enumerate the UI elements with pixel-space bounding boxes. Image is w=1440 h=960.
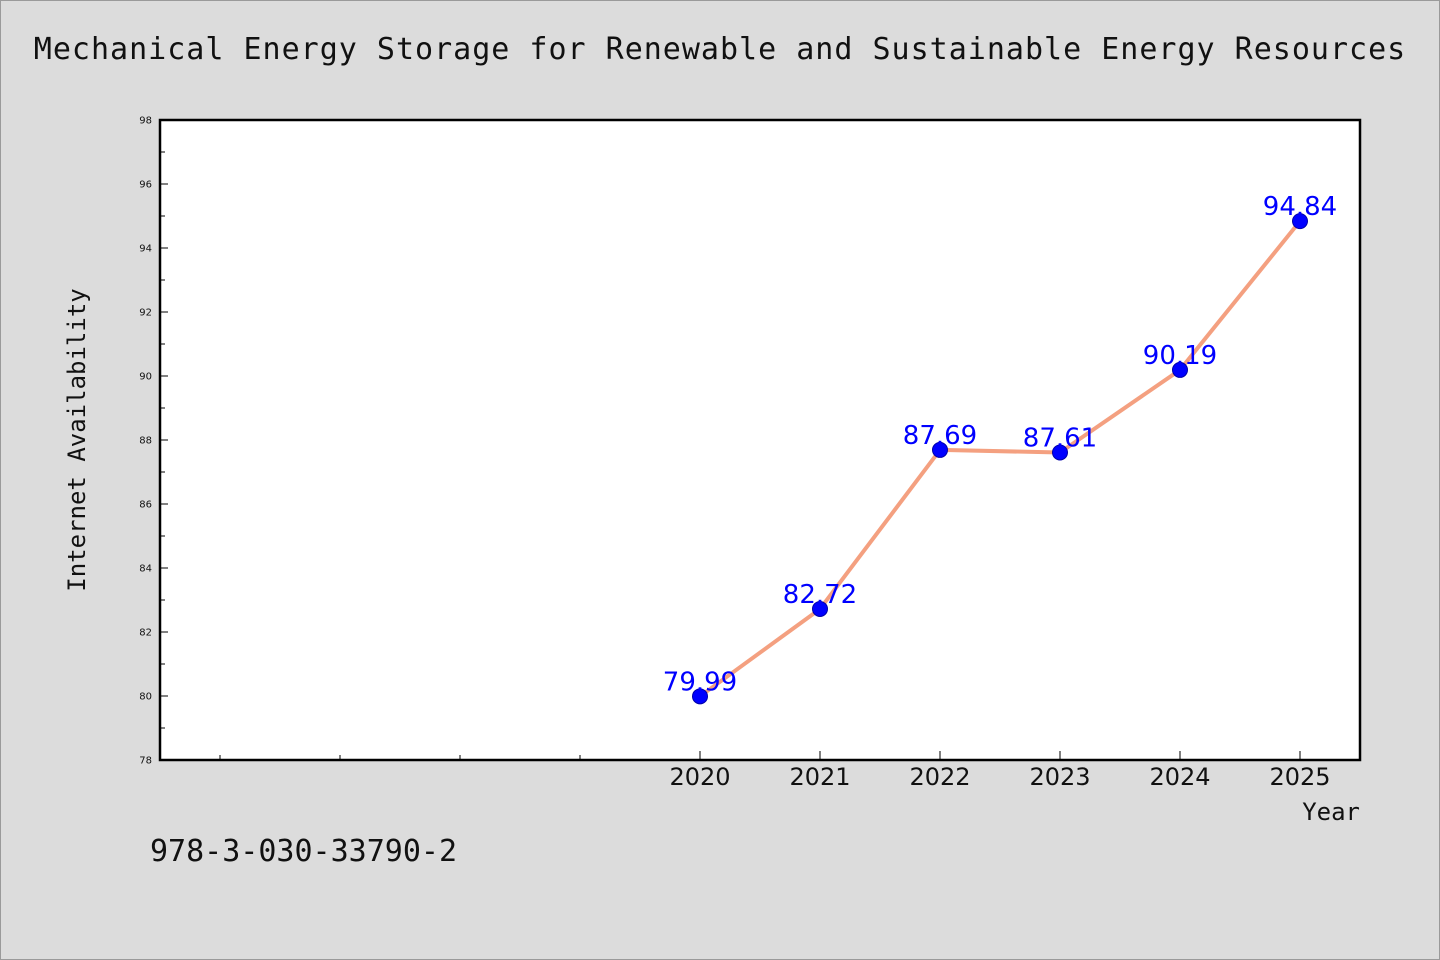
plot-area	[158, 118, 1362, 762]
x-tick-label: 2022	[909, 763, 970, 791]
data-point	[932, 441, 948, 458]
y-axis-title: Internet Availability	[63, 288, 91, 591]
data-label: 94.84	[1263, 192, 1337, 222]
y-tick-label: 94	[139, 244, 152, 255]
y-tick-label: 86	[139, 500, 152, 511]
x-axis-title: Year	[1302, 798, 1360, 826]
series-line	[698, 219, 1302, 699]
y-tick-label: 92	[139, 308, 152, 319]
x-tick-label: 2021	[789, 763, 850, 791]
chart-title: Mechanical Energy Storage for Renewable …	[33, 32, 1407, 67]
data-label: 87.69	[903, 421, 977, 451]
y-tick-label: 84	[139, 564, 152, 575]
x-tick-label: 2025	[1269, 763, 1330, 791]
y-tick-label: 96	[139, 180, 152, 191]
x-tick-label: 2020	[669, 763, 730, 791]
y-tick-label: 90	[139, 372, 152, 383]
y-tick-label: 80	[139, 692, 152, 703]
x-tick-label: 2023	[1029, 763, 1090, 791]
data-point	[1052, 444, 1068, 461]
y-tick-label: 98	[139, 116, 152, 127]
isbn-label: 978-3-030-33790-2	[150, 834, 458, 869]
y-tick-label: 78	[139, 756, 152, 767]
data-label: 82.72	[783, 580, 857, 610]
y-tick-label: 88	[139, 436, 152, 447]
data-point	[812, 600, 828, 617]
data-point	[1292, 213, 1308, 230]
data-label: 87.61	[1023, 423, 1097, 453]
data-point	[692, 688, 708, 705]
data-label: 79.99	[663, 667, 737, 697]
data-label: 90.19	[1143, 341, 1217, 371]
data-point	[1172, 361, 1188, 378]
x-tick-label: 2024	[1149, 763, 1210, 791]
y-tick-label: 82	[139, 628, 152, 639]
